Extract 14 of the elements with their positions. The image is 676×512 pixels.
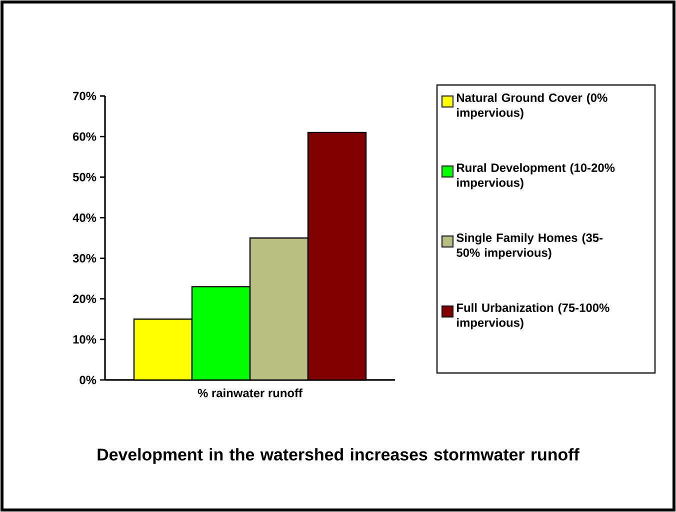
text: Development in the watershed increases stormwater runoff [98,448,580,464]
legend-label: Single Family Homes (35-50% impervious) [456,233,603,260]
y-tick-label: 30% [72,254,96,263]
y-tick-label: 0% [80,376,96,384]
y-tick-label: 10% [73,335,96,344]
y-tick-label: 20% [72,294,96,304]
y-tick-label: 50% [72,172,96,182]
legend-label: Full Urbanization (75-100% impervious) [457,303,610,330]
y-tick-label: 70% [73,92,96,100]
legend-label: Natural Ground Cover (0% impervious) [457,93,608,120]
y-tick-label: 60% [73,132,96,141]
x-tick-label: % rainwater runoff [198,388,302,398]
y-tick-label: 40% [72,213,96,222]
legend-label: Rural Development (10-20% impervious) [457,163,615,190]
